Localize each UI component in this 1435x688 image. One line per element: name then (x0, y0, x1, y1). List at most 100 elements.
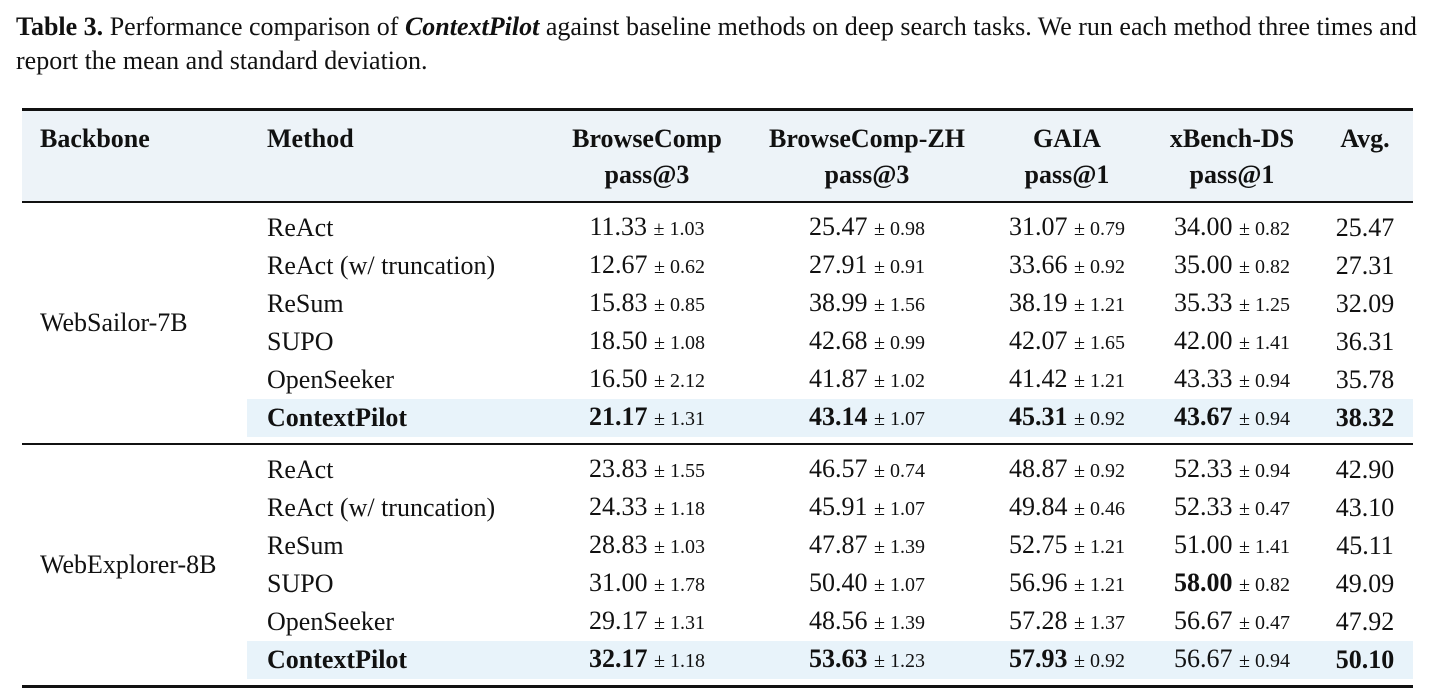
xb-cell: 56.67 ± 0.47 (1147, 603, 1317, 641)
std-value: ± 1.21 (1074, 294, 1125, 316)
bc-cell: 15.83 ± 0.85 (547, 285, 747, 323)
mean-value: 29.17 (589, 606, 648, 635)
method-cell: OpenSeeker (267, 607, 395, 636)
gaia-cell: 49.84 ± 0.46 (987, 489, 1147, 527)
avg-cell: 38.32 (1317, 399, 1413, 437)
mean-value: 16.50 (589, 364, 648, 393)
header-backbone: Backbone (22, 111, 247, 201)
std-value: ± 1.31 (654, 408, 705, 430)
std-value: ± 1.07 (874, 574, 925, 596)
gaia-cell: 57.93 ± 0.92 (987, 641, 1147, 679)
method-cell: ContextPilot (247, 399, 547, 437)
bczh-cell: 38.99 ± 1.56 (747, 285, 987, 323)
std-value: ± 0.91 (874, 256, 925, 278)
mean-value: 25.47 (809, 212, 868, 241)
mean-value: 15.83 (589, 288, 648, 317)
caption-text-before: Performance comparison of (103, 12, 405, 41)
mean-value: 35.00 (1174, 250, 1233, 279)
mean-value: 52.75 (1009, 530, 1068, 559)
method-cell: OpenSeeker (267, 365, 395, 394)
std-value: ± 0.94 (1239, 650, 1290, 672)
std-value: ± 1.56 (874, 294, 925, 316)
mean-value: 57.93 (1009, 644, 1068, 673)
std-value: ± 1.18 (654, 498, 705, 520)
mean-value: 41.87 (809, 364, 868, 393)
std-value: ± 0.92 (1074, 650, 1125, 672)
table-row: WebSailor-7B ReAct 11.33 ± 1.03 25.47 ± 0.9… (22, 209, 1413, 337)
std-value: ± 0.92 (1074, 256, 1125, 278)
header-xbench-ds: xBench-DS pass@1 (1147, 111, 1317, 201)
avg-cell: 27.31 (1335, 251, 1395, 280)
xb-cell: 35.00 ± 0.82 (1147, 247, 1317, 285)
bczh-cell: 50.40 ± 1.07 (747, 565, 987, 603)
avg-cell: 45.11 (1336, 531, 1394, 560)
gaia-cell: 38.19 ± 1.21 (987, 285, 1147, 323)
xb-cell: 42.00 ± 1.41 (1147, 323, 1317, 361)
mean-value: 42.00 (1174, 326, 1233, 355)
table-row: ReAct (w/ truncation) 12.67 ± 0.62 27.91 ±… (22, 247, 1413, 285)
bc-cell: 21.17 ± 1.31 (547, 399, 747, 437)
bczh-cell: 41.87 ± 1.02 (747, 361, 987, 399)
std-value: ± 1.41 (1239, 536, 1290, 558)
group-separator-rule (22, 443, 1413, 445)
bczh-cell: 27.91 ± 0.91 (747, 247, 987, 285)
mean-value: 52.33 (1174, 454, 1233, 483)
bc-cell: 23.83 ± 1.55 (547, 451, 747, 489)
header-method: Method (247, 111, 547, 201)
std-value: ± 1.65 (1074, 332, 1125, 354)
mean-value: 56.67 (1174, 644, 1233, 673)
bczh-cell: 25.47 ± 0.98 (747, 209, 987, 247)
xb-cell: 52.33 ± 0.47 (1147, 489, 1317, 527)
header-avg: Avg. (1317, 111, 1413, 201)
std-value: ± 1.41 (1239, 332, 1290, 354)
xb-cell: 52.33 ± 0.94 (1147, 451, 1317, 489)
mean-value: 42.68 (809, 326, 868, 355)
avg-cell: 25.47 (1335, 213, 1395, 242)
avg-cell: 35.78 (1335, 365, 1395, 394)
header-browsecomp: BrowseComp pass@3 (547, 111, 747, 201)
std-value: ± 0.98 (874, 218, 925, 240)
xb-cell: 43.33 ± 0.94 (1147, 361, 1317, 399)
mean-value: 33.66 (1009, 250, 1068, 279)
mean-value: 27.91 (809, 250, 868, 279)
std-value: ± 1.21 (1074, 370, 1125, 392)
mean-value: 18.50 (589, 326, 648, 355)
header-gaia: GAIA pass@1 (987, 111, 1147, 201)
mean-value: 52.33 (1174, 492, 1233, 521)
mean-value: 56.96 (1009, 568, 1068, 597)
std-value: ± 0.99 (874, 332, 925, 354)
mean-value: 21.17 (589, 402, 648, 431)
mean-value: 43.33 (1174, 364, 1233, 393)
std-value: ± 1.03 (653, 218, 705, 240)
std-value: ± 0.82 (1239, 256, 1290, 278)
method-cell: ReAct (w/ truncation) (267, 493, 496, 522)
std-value: ± 0.74 (874, 460, 925, 482)
mean-value: 38.99 (809, 288, 868, 317)
std-value: ± 0.94 (1239, 370, 1290, 392)
table-row: SUPO 31.00 ± 1.78 50.40 ± 1.07 56.96 ± 1.21… (22, 565, 1413, 603)
std-value: ± 1.02 (874, 370, 925, 392)
table-row: OpenSeeker 16.50 ± 2.12 41.87 ± 1.02 41.42 … (22, 361, 1413, 399)
mean-value: 23.83 (589, 454, 648, 483)
std-value: ± 0.47 (1239, 612, 1290, 634)
mean-value: 28.83 (589, 530, 648, 559)
caption-method-name: ContextPilot (404, 12, 540, 41)
mean-value: 53.63 (809, 644, 868, 673)
caption-text-after: against baseline methods on deep search … (16, 12, 1417, 75)
header-browsecomp-zh: BrowseComp-ZH pass@3 (747, 111, 987, 201)
avg-cell: 42.90 (1335, 455, 1395, 484)
group-webexplorer: WebExplorer-8B ReAct 23.83 ± 1.55 46.57 ± 0… (22, 445, 1413, 685)
table-row: OpenSeeker 29.17 ± 1.31 48.56 ± 1.39 57.28 … (22, 603, 1413, 641)
bc-cell: 18.50 ± 1.08 (547, 323, 747, 361)
std-value: ± 1.78 (654, 574, 705, 596)
std-value: ± 0.46 (1074, 498, 1125, 520)
method-cell: ReAct (267, 213, 334, 242)
table-row: SUPO 18.50 ± 1.08 42.68 ± 0.99 42.07 ± 1.65… (22, 323, 1413, 361)
mean-value: 45.31 (1009, 402, 1068, 431)
mean-value: 43.67 (1174, 402, 1233, 431)
mean-value: 43.14 (809, 402, 868, 431)
std-value: ± 1.23 (874, 650, 925, 672)
gaia-cell: 31.07 ± 0.79 (987, 209, 1147, 247)
std-value: ± 0.82 (1239, 574, 1290, 596)
